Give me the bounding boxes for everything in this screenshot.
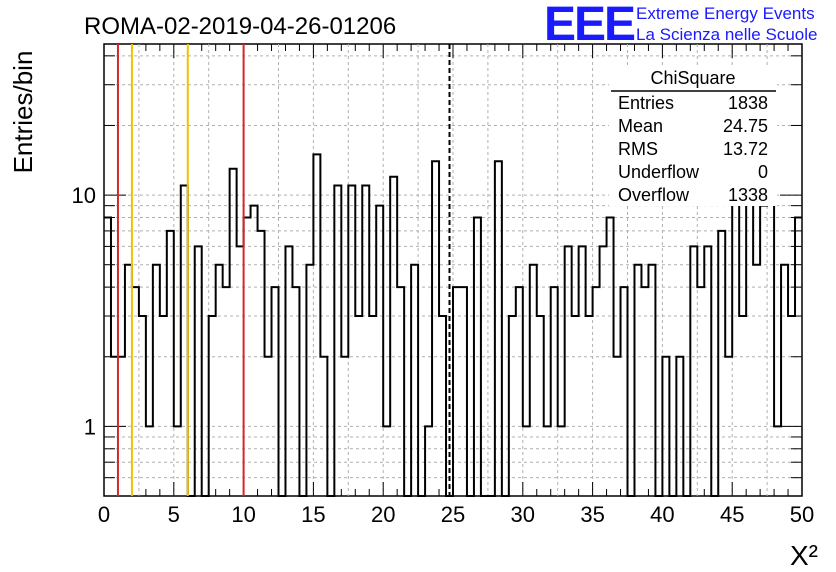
x-tick-label: 10 [231,502,255,527]
x-tick-label: 35 [580,502,604,527]
stats-value: 1338 [728,185,768,205]
stats-value: 24.75 [723,116,768,136]
x-tick-label: 45 [720,502,744,527]
x-tick-label: 20 [371,502,395,527]
x-tick-label: 5 [168,502,180,527]
stats-label: Mean [618,116,663,136]
y-axis-title: Entries/bin [8,51,38,174]
x-tick-labels: 0 5 10 15 20 25 30 35 40 45 50 [98,502,814,527]
stats-box: ChiSquare Entries 1838 Mean 24.75 RMS 13.72 Un… [609,66,777,206]
stats-label: Entries [618,93,674,113]
stats-title: ChiSquare [650,68,735,88]
eee-logo: EEE [544,0,635,51]
stats-value: 13.72 [723,139,768,159]
y-tick-label: 1 [84,414,96,439]
histogram-line [104,153,802,497]
x-axis-title: X² [790,540,818,571]
stats-label: RMS [618,139,658,159]
histogram-title: ROMA-02-2019-04-26-01206 [84,13,396,40]
x-tick-label: 40 [650,502,674,527]
x-tick-label: 30 [511,502,535,527]
y-tick-label: 10 [72,183,96,208]
stats-label: Overflow [618,185,690,205]
y-tick-labels: 1 10 [72,183,96,439]
stats-value: 1838 [728,93,768,113]
x-tick-label: 15 [301,502,325,527]
logo-caption-line1: Extreme Energy Events [636,4,815,23]
x-tick-label: 25 [441,502,465,527]
stats-label: Underflow [618,162,700,182]
stats-value: 0 [758,162,768,182]
reference-lines [116,44,451,496]
x-tick-label: 50 [790,502,814,527]
plot-area: 0 5 10 15 20 25 30 35 40 45 50 1 10 [72,43,814,527]
x-tick-label: 0 [98,502,110,527]
logo-caption-line2: La Scienza nelle Scuole [636,25,817,44]
